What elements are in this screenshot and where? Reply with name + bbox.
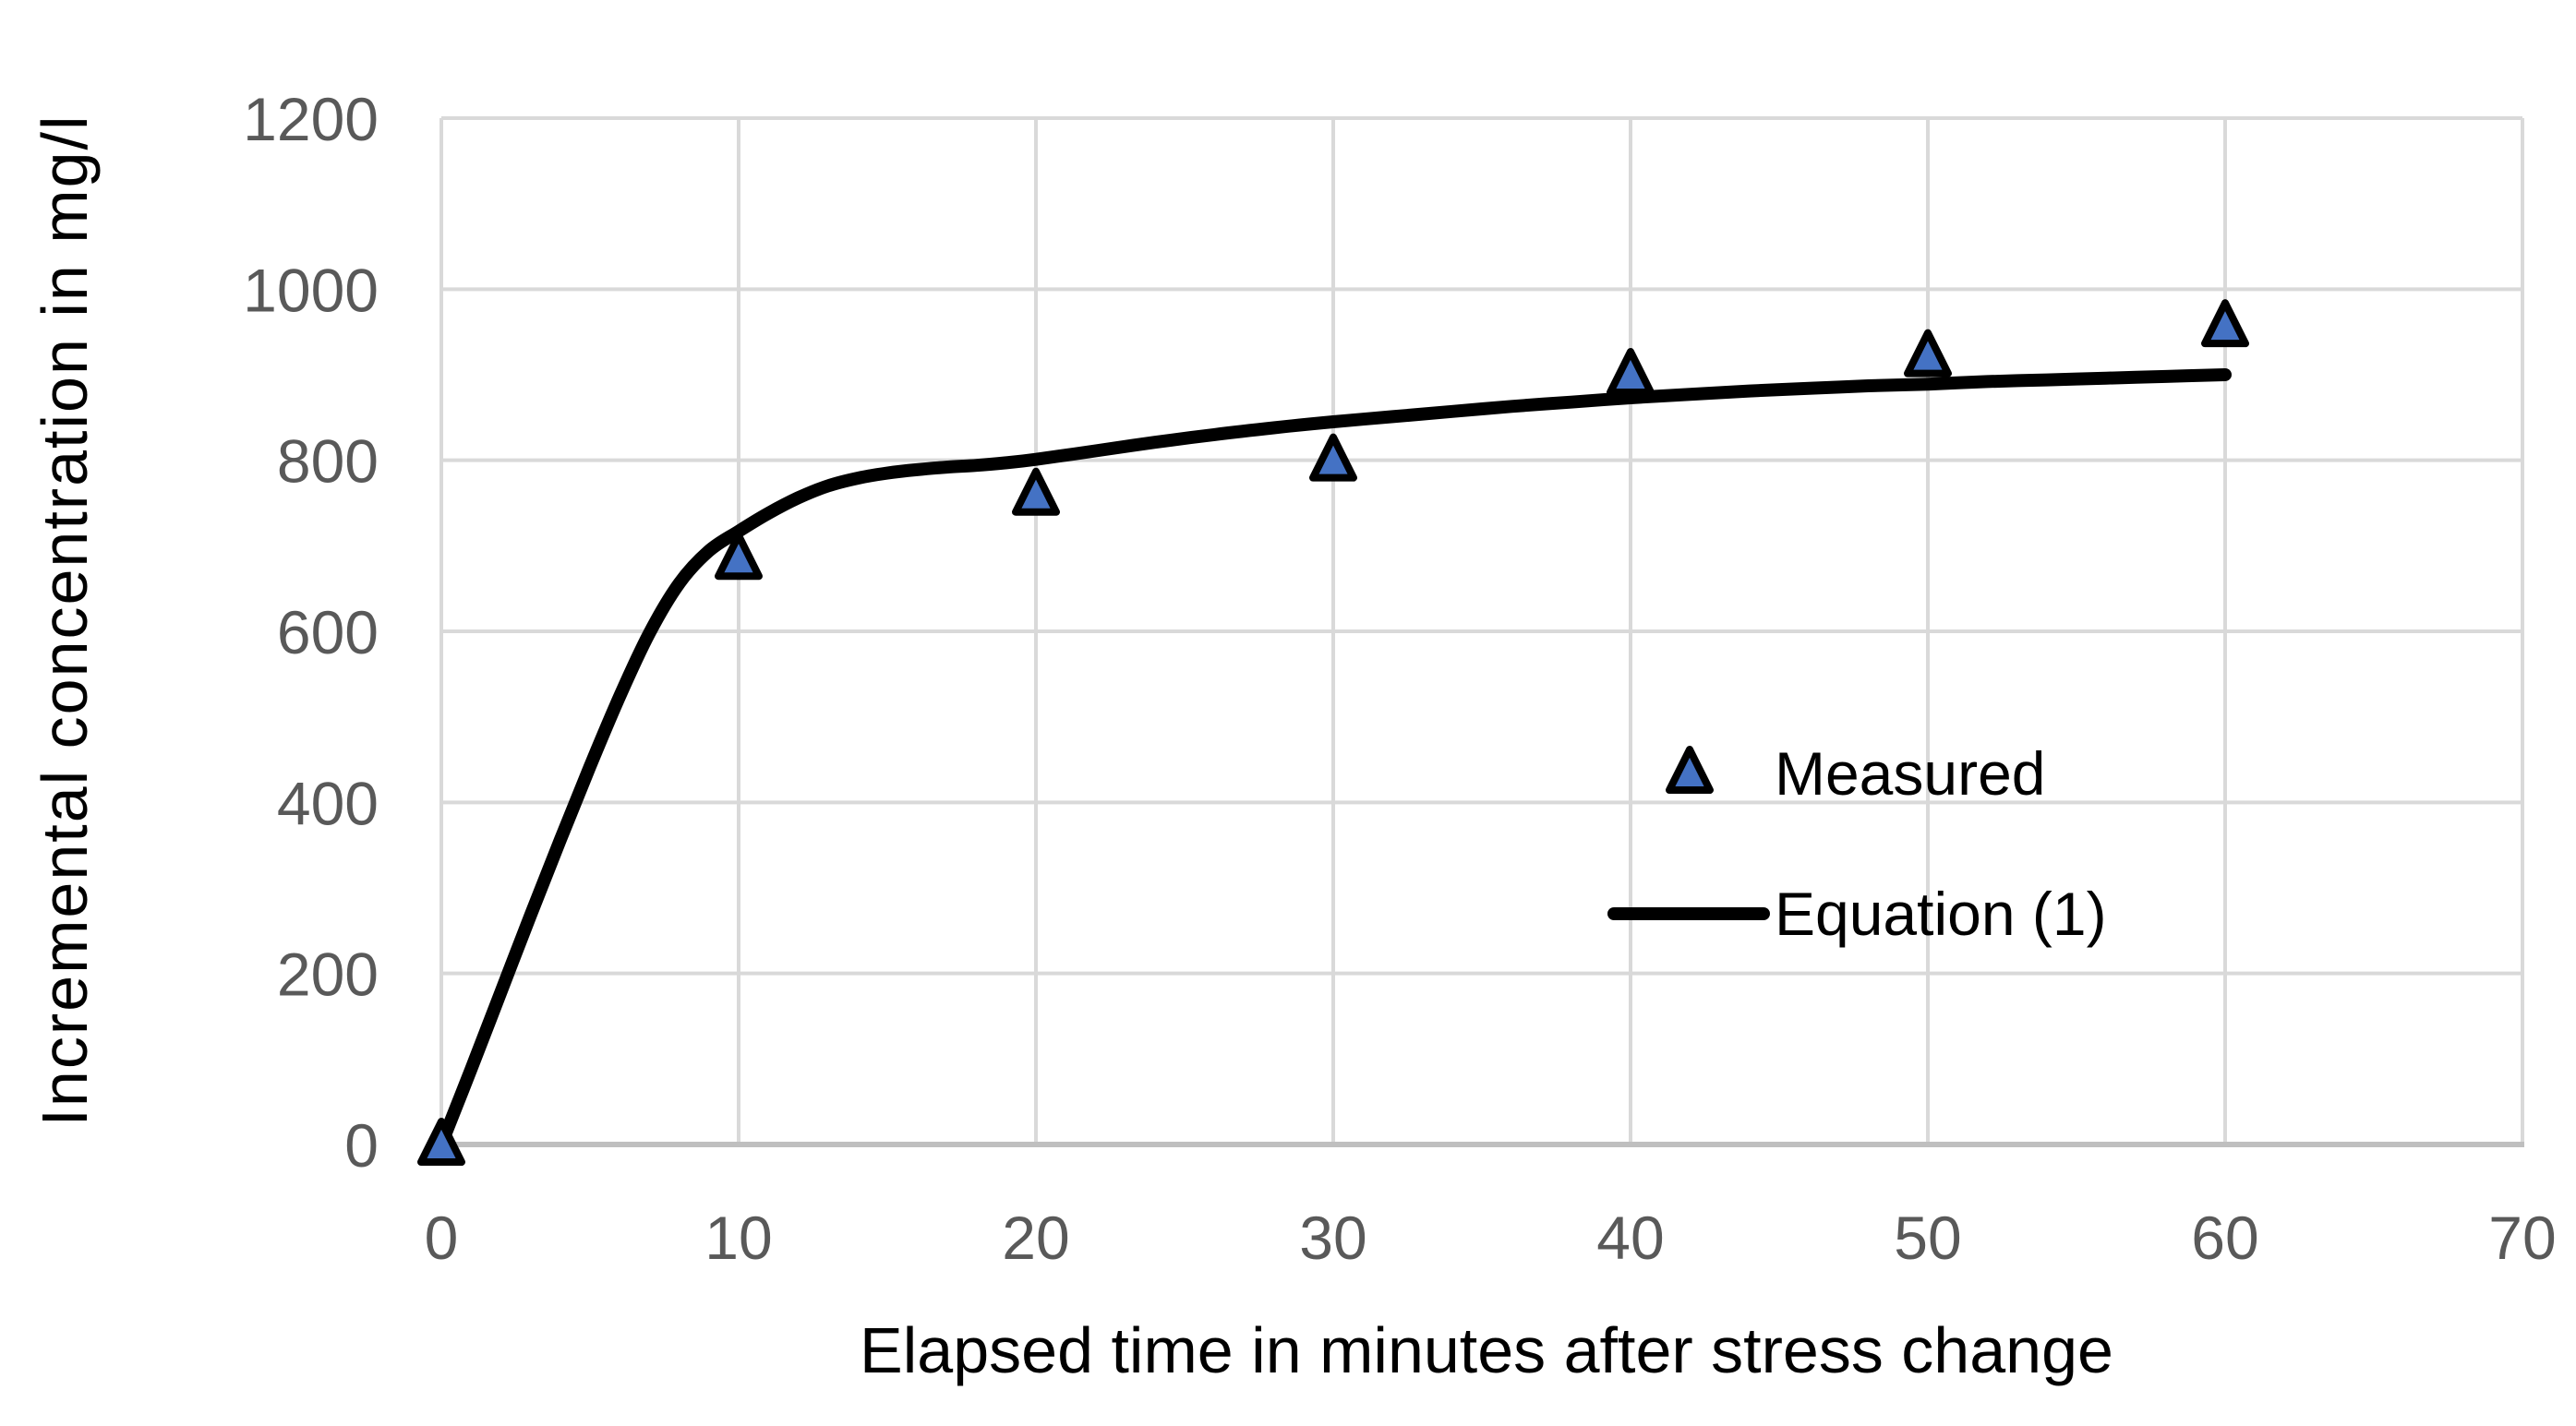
legend-item-equation: Equation (1) — [1607, 880, 2107, 948]
measured-data-point — [1012, 467, 1060, 516]
y-tick-label: 800 — [277, 427, 379, 496]
measured-data-point — [1607, 348, 1655, 396]
x-tick-label: 50 — [1894, 1204, 1961, 1272]
x-tick-label: 0 — [425, 1204, 459, 1272]
legend-label-equation: Equation (1) — [1775, 880, 2107, 948]
gridlines — [439, 116, 2524, 1144]
y-axis-title: Incremental concentration in mg/l — [29, 114, 101, 1126]
y-tick-label: 1000 — [243, 256, 379, 324]
measured-data-point — [1904, 329, 1952, 377]
measured-data-point — [715, 532, 763, 581]
measured-data-point — [417, 1118, 465, 1166]
measured-data-point — [2201, 299, 2249, 348]
legend-label-measured: Measured — [1775, 739, 2046, 808]
x-tick-label: 40 — [1596, 1204, 1664, 1272]
tick-labels: 0 10 20 30 40 50 60 70 0 200 400 600 800 1000 1200 — [243, 85, 2557, 1272]
x-tick-label: 10 — [704, 1204, 772, 1272]
x-axis-title: Elapsed time in minutes after stress cha… — [860, 1314, 2113, 1386]
measured-data-point — [1309, 433, 1357, 482]
legend-item-measured: Measured — [1666, 739, 2046, 808]
x-tick-label: 60 — [2191, 1204, 2258, 1272]
y-tick-label: 200 — [277, 941, 379, 1009]
equation-curve — [435, 368, 2232, 1151]
legend: Measured Equation (1) — [1607, 739, 2107, 948]
y-tick-label: 600 — [277, 598, 379, 666]
y-tick-label: 1200 — [243, 85, 379, 153]
x-tick-label: 20 — [1002, 1204, 1069, 1272]
triangle-marker-icon — [1666, 746, 1714, 794]
y-tick-label: 400 — [277, 769, 379, 837]
x-tick-label: 70 — [2488, 1204, 2556, 1272]
y-tick-label: 0 — [344, 1111, 379, 1180]
x-tick-label: 30 — [1299, 1204, 1366, 1272]
series-layer — [417, 299, 2249, 1166]
